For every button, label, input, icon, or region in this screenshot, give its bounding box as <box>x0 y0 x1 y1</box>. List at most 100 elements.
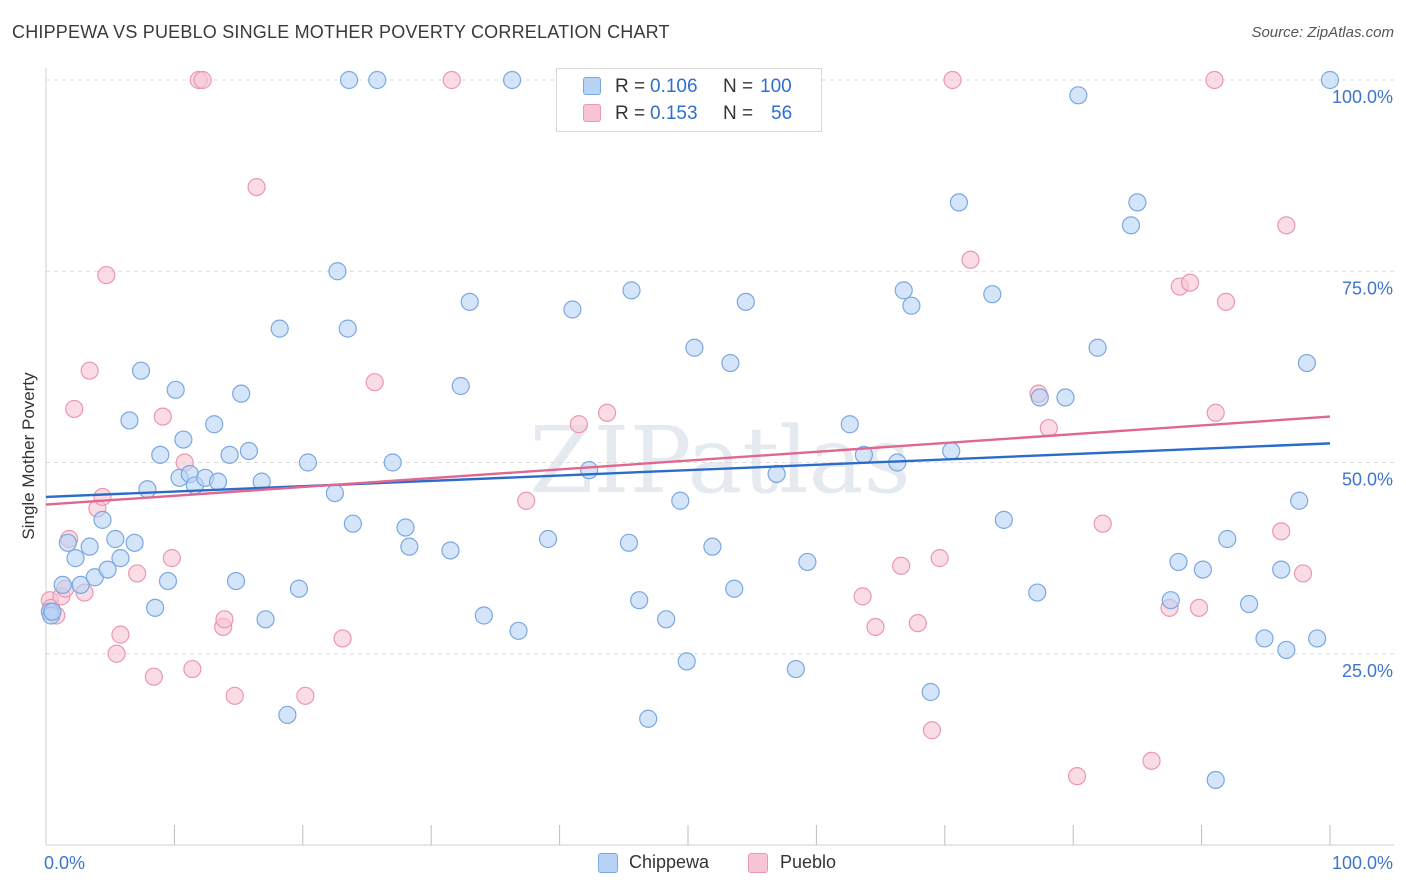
chippewa-point <box>368 70 387 90</box>
pueblo-point <box>442 70 461 90</box>
chippewa-point <box>703 537 722 556</box>
pueblo-point <box>296 686 315 705</box>
pueblo-point <box>517 491 536 510</box>
chippewa-point <box>58 533 77 552</box>
chippewa-point <box>1069 86 1088 105</box>
chippewa-point <box>622 281 641 300</box>
chippewa-point <box>131 361 151 380</box>
pueblo-point <box>247 178 266 197</box>
pueblo-point <box>1093 514 1112 533</box>
pueblo-point <box>943 70 962 90</box>
chippewa-point <box>43 602 62 621</box>
pueblo-point <box>153 407 172 426</box>
chippewa-point <box>339 70 359 90</box>
pueblo-swatch <box>583 104 601 122</box>
pueblo-point <box>183 659 202 679</box>
chippewa-point <box>120 411 139 430</box>
chippewa-point <box>677 652 696 671</box>
pueblo-trend-line <box>45 415 1331 506</box>
chippewa-point <box>538 529 558 549</box>
pueblo-point <box>225 686 244 705</box>
x-tick-label: 100.0% <box>1332 853 1393 873</box>
chippewa-point <box>1218 529 1237 549</box>
n-value: 100 <box>760 76 792 97</box>
chippewa-trend-line <box>45 442 1331 499</box>
chart-title: CHIPPEWA VS PUEBLO SINGLE MOTHER POVERTY… <box>12 22 670 42</box>
pueblo-point <box>97 265 116 285</box>
chippewa-point <box>298 453 318 472</box>
r-label: R = <box>615 76 646 97</box>
y-tick-label: 25.0% <box>1342 661 1393 681</box>
chippewa-point <box>111 549 130 568</box>
chippewa-point <box>166 380 185 399</box>
pueblo-point <box>866 617 885 637</box>
stats-row-chippewa: R = 0.106 N = 100 <box>557 75 821 99</box>
chippewa-point <box>639 709 658 728</box>
chippewa-point <box>146 598 165 617</box>
pueblo-point <box>853 587 872 606</box>
chippewa-point <box>1193 560 1212 579</box>
chippewa-point <box>1320 70 1340 90</box>
chippewa-point <box>1121 216 1141 235</box>
chippewa-point <box>289 579 309 598</box>
chippewa-point <box>460 292 479 311</box>
chippewa-point <box>619 533 639 552</box>
chippewa-point <box>325 484 344 503</box>
chippewa-point <box>158 571 178 591</box>
chippewa-point <box>208 472 228 491</box>
pueblo-point <box>144 667 163 686</box>
pueblo-point <box>365 373 384 392</box>
chippewa-point <box>1030 388 1049 407</box>
chippewa-point <box>256 610 275 629</box>
chippewa-point <box>1272 560 1291 579</box>
chippewa-point <box>736 292 755 311</box>
chippewa-point <box>71 575 90 595</box>
chippewa-point <box>1028 583 1047 602</box>
source-credit: Source: ZipAtlas.com <box>1251 24 1394 41</box>
chippewa-point <box>66 549 85 568</box>
chippewa-point <box>942 441 961 461</box>
chippewa-point <box>328 262 347 281</box>
chippewa-point <box>125 533 144 552</box>
pueblo-point <box>922 721 942 740</box>
chippewa-point <box>798 552 817 572</box>
pueblo-point <box>1272 522 1291 541</box>
chippewa-point <box>685 338 704 357</box>
n-value: 56 <box>771 103 793 124</box>
chippewa-point <box>151 445 170 464</box>
pueblo-point <box>107 644 126 663</box>
chippewa-point <box>338 319 357 338</box>
pueblo-point <box>1039 418 1058 438</box>
chippewa-point <box>396 518 415 537</box>
chippewa-point <box>630 591 649 610</box>
gridlines <box>46 79 1394 655</box>
chippewa-point <box>1255 629 1274 648</box>
r-value: 0.106 <box>650 76 698 97</box>
chippewa-point <box>106 529 125 549</box>
pueblo-point <box>908 614 927 633</box>
pueblo-point <box>215 610 234 629</box>
chippewa-point <box>502 70 522 90</box>
pueblo-point <box>1216 292 1236 311</box>
chippewa-swatch <box>583 77 601 95</box>
chippewa-points <box>40 70 1340 790</box>
chippewa-point <box>949 193 969 212</box>
chippewa-point <box>786 659 805 679</box>
pueblo-point <box>1293 564 1313 583</box>
pueblo-point <box>930 549 949 568</box>
pueblo-point <box>193 70 212 90</box>
chippewa-point <box>563 300 582 319</box>
pueblo-point <box>1205 70 1224 90</box>
y-tick-label: 100.0% <box>1332 87 1393 107</box>
chippewa-point <box>174 430 193 449</box>
chippewa-point <box>657 610 676 629</box>
chippewa-point <box>270 319 289 338</box>
chippewa-point <box>98 560 117 579</box>
chippewa-point <box>1128 193 1147 212</box>
chippewa-point <box>205 415 224 434</box>
chippewa-point <box>343 514 362 533</box>
pueblo-point <box>598 403 617 422</box>
pueblo-point <box>1180 273 1200 292</box>
chippewa-point <box>1088 338 1107 357</box>
y-axis-label: Single Mother Poverty <box>19 372 38 540</box>
